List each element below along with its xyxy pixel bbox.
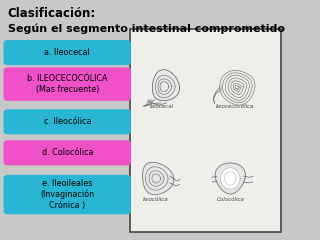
Polygon shape [215, 163, 245, 194]
Text: a. Ileocecal: a. Ileocecal [44, 48, 90, 57]
Text: Ileocecal: Ileocecal [150, 104, 174, 109]
Polygon shape [220, 168, 240, 189]
FancyBboxPatch shape [4, 109, 131, 134]
FancyBboxPatch shape [4, 40, 131, 65]
Text: Clasificación:: Clasificación: [8, 7, 96, 20]
Text: e. Ileoileales
(Invaginación
Crónica ): e. Ileoileales (Invaginación Crónica ) [40, 179, 94, 210]
Text: Ileocólica: Ileocólica [143, 197, 169, 202]
Text: b. ILEOCECOCÓLICA
(Mas frecuente): b. ILEOCECOCÓLICA (Mas frecuente) [27, 74, 108, 94]
FancyBboxPatch shape [130, 29, 281, 232]
FancyBboxPatch shape [4, 140, 131, 165]
Polygon shape [152, 70, 180, 101]
FancyBboxPatch shape [4, 67, 131, 101]
Text: d. Colocólica: d. Colocólica [42, 148, 93, 157]
Text: Ileocecocólica: Ileocecocólica [216, 104, 254, 109]
Polygon shape [143, 162, 174, 195]
Text: Colocólica: Colocólica [216, 197, 244, 202]
FancyBboxPatch shape [4, 175, 131, 214]
Text: Según el segmento intestinal comprometido: Según el segmento intestinal comprometid… [8, 23, 285, 34]
Text: c. Ileocólica: c. Ileocólica [44, 117, 91, 126]
